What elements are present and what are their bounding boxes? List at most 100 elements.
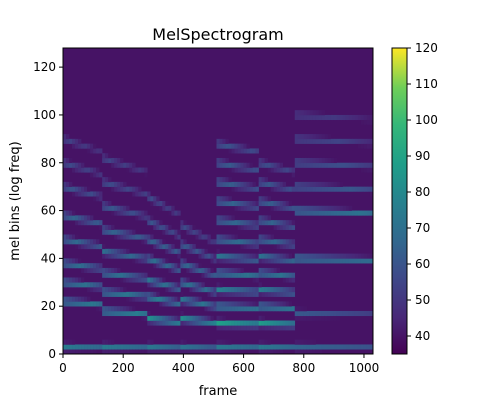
heatmap-cell xyxy=(153,239,157,245)
heatmap-cell xyxy=(345,310,350,317)
heatmap-cell xyxy=(258,344,262,350)
heatmap-cell xyxy=(105,153,109,159)
heatmap-cell xyxy=(81,215,85,221)
heatmap-cell xyxy=(294,344,299,350)
heatmap-cell xyxy=(261,258,265,264)
heatmap-cell xyxy=(336,258,341,264)
heatmap-cell xyxy=(249,224,253,230)
heatmap-cell xyxy=(72,258,76,264)
heatmap-cell xyxy=(333,205,338,211)
heatmap-cell xyxy=(213,320,217,326)
heatmap-cell xyxy=(228,167,232,173)
heatmap-cell xyxy=(63,186,67,192)
heatmap-cell xyxy=(144,272,148,278)
heatmap-cell xyxy=(234,162,238,168)
heatmap-cell xyxy=(189,229,193,235)
heatmap-cell xyxy=(267,344,271,350)
heatmap-cell xyxy=(216,196,220,202)
heatmap-cell xyxy=(99,301,103,307)
heatmap-cell xyxy=(129,186,133,192)
heatmap-cell xyxy=(225,157,229,164)
heatmap-cell xyxy=(237,205,241,211)
heatmap-cell xyxy=(285,253,290,259)
heatmap-cell xyxy=(267,301,271,307)
heatmap-cell xyxy=(228,301,232,307)
heatmap-cell xyxy=(276,287,280,293)
heatmap-cell xyxy=(120,186,124,192)
heatmap-cell xyxy=(297,315,302,321)
heatmap-cell xyxy=(258,196,262,202)
heatmap-cell xyxy=(279,349,284,355)
heatmap-cell xyxy=(279,244,284,250)
heatmap-cell xyxy=(321,205,326,211)
heatmap-cell xyxy=(135,310,139,317)
heatmap-cell xyxy=(255,272,259,278)
heatmap-cell xyxy=(315,349,320,355)
heatmap-cell xyxy=(270,181,274,187)
heatmap-cell xyxy=(150,349,154,355)
heatmap-cell xyxy=(144,349,148,355)
heatmap-cell xyxy=(147,196,151,202)
heatmap-cell xyxy=(117,287,121,293)
heatmap-cell xyxy=(156,258,160,264)
heatmap-cell xyxy=(237,239,241,245)
heatmap-cell xyxy=(330,181,335,187)
heatmap-cell xyxy=(72,277,76,283)
heatmap-cell xyxy=(69,210,73,216)
heatmap-cell xyxy=(249,205,253,211)
heatmap-cell xyxy=(192,320,196,326)
heatmap-cell xyxy=(159,239,163,245)
heatmap-cell xyxy=(120,277,124,283)
heatmap-cell xyxy=(237,181,241,187)
heatmap-cell xyxy=(144,234,148,240)
heatmap-cell xyxy=(90,191,94,197)
heatmap-cell xyxy=(348,205,353,211)
heatmap-cell xyxy=(192,287,196,293)
heatmap-cell xyxy=(261,301,265,307)
heatmap-cell xyxy=(78,138,82,144)
heatmap-cell xyxy=(267,287,271,293)
heatmap-cell xyxy=(279,320,284,326)
heatmap-cell xyxy=(330,210,335,216)
heatmap-cell xyxy=(144,315,148,321)
heatmap-cell xyxy=(249,244,253,250)
heatmap-cell xyxy=(222,287,226,293)
heatmap-cell xyxy=(369,210,374,216)
heatmap-cell xyxy=(234,306,238,312)
heatmap-cell xyxy=(174,263,178,269)
heatmap-cell xyxy=(150,196,154,202)
heatmap-cell xyxy=(300,339,305,345)
heatmap-cell xyxy=(219,325,223,331)
heatmap-cell xyxy=(90,148,94,154)
heatmap-cell xyxy=(294,253,299,259)
heatmap-cell xyxy=(276,306,280,312)
heatmap-cell xyxy=(114,210,118,216)
heatmap-cell xyxy=(279,239,284,245)
heatmap-cell xyxy=(312,253,317,259)
heatmap-cell xyxy=(237,162,241,168)
heatmap-cell xyxy=(126,162,130,168)
heatmap-cell xyxy=(216,143,220,149)
heatmap-cell xyxy=(285,220,290,226)
heatmap-cell xyxy=(96,220,100,226)
heatmap-cell xyxy=(291,320,296,326)
heatmap-cell xyxy=(336,205,341,211)
heatmap-cell xyxy=(177,210,181,216)
heatmap-cell xyxy=(75,220,79,226)
heatmap-cell xyxy=(120,162,124,168)
heatmap-cell xyxy=(225,215,229,221)
heatmap-cell xyxy=(333,210,338,216)
heatmap-cell xyxy=(219,234,223,240)
heatmap-cell xyxy=(183,315,187,321)
heatmap-cell xyxy=(195,267,199,274)
heatmap-cell xyxy=(138,291,142,297)
heatmap-cell xyxy=(225,306,229,312)
heatmap-cell xyxy=(291,272,296,278)
heatmap-cell xyxy=(159,220,163,226)
heatmap-cell xyxy=(204,248,208,254)
heatmap-cell xyxy=(147,344,151,350)
heatmap-cell xyxy=(234,325,238,331)
heatmap-cell xyxy=(117,210,121,216)
heatmap-cell xyxy=(162,263,166,269)
heatmap-cell xyxy=(291,325,296,331)
